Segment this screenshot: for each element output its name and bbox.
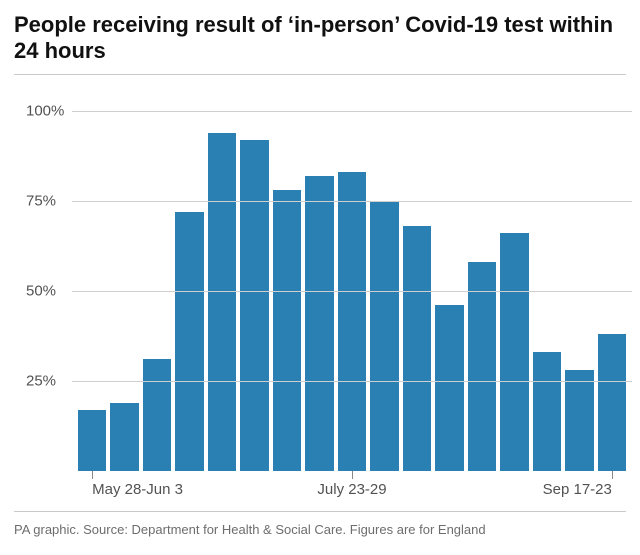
bar — [598, 334, 626, 471]
bar — [435, 305, 463, 471]
chart-footer: PA graphic. Source: Department for Healt… — [14, 522, 626, 537]
bar — [338, 172, 366, 471]
chart-container: People receiving result of ‘in-person’ C… — [0, 0, 640, 555]
x-tick — [352, 471, 353, 479]
bar — [500, 233, 528, 471]
gridline — [72, 201, 632, 202]
bar — [110, 403, 138, 471]
bar — [403, 226, 431, 471]
bar — [240, 140, 268, 471]
x-axis-label: July 23-29 — [317, 481, 386, 498]
gridline — [72, 111, 632, 112]
bar — [533, 352, 561, 471]
x-axis-label: May 28-Jun 3 — [92, 481, 183, 498]
bar — [175, 212, 203, 471]
plot-area: 25%50%75%100% — [72, 93, 632, 471]
bar — [370, 201, 398, 471]
bar — [468, 262, 496, 471]
chart-frame: 25% 50% 75% 100% May 28-Jun 3 July 23-29 Sep … — [14, 74, 626, 512]
bar — [273, 190, 301, 471]
y-axis-label: 75% — [26, 193, 56, 210]
x-axis-label: Sep 17-23 — [543, 481, 612, 498]
bar — [78, 410, 106, 471]
bars-group — [72, 93, 632, 471]
x-axis: May 28-Jun 3 July 23-29 Sep 17-23 — [14, 471, 626, 513]
chart-title: People receiving result of ‘in-person’ C… — [0, 0, 640, 74]
x-tick — [612, 471, 613, 479]
bar — [208, 133, 236, 471]
x-tick — [92, 471, 93, 479]
y-axis-label: 50% — [26, 283, 56, 300]
gridline — [72, 381, 632, 382]
bar — [143, 359, 171, 471]
bar — [565, 370, 593, 471]
y-axis-label: 100% — [26, 103, 64, 120]
y-axis-label: 25% — [26, 373, 56, 390]
gridline — [72, 291, 632, 292]
bar — [305, 176, 333, 471]
